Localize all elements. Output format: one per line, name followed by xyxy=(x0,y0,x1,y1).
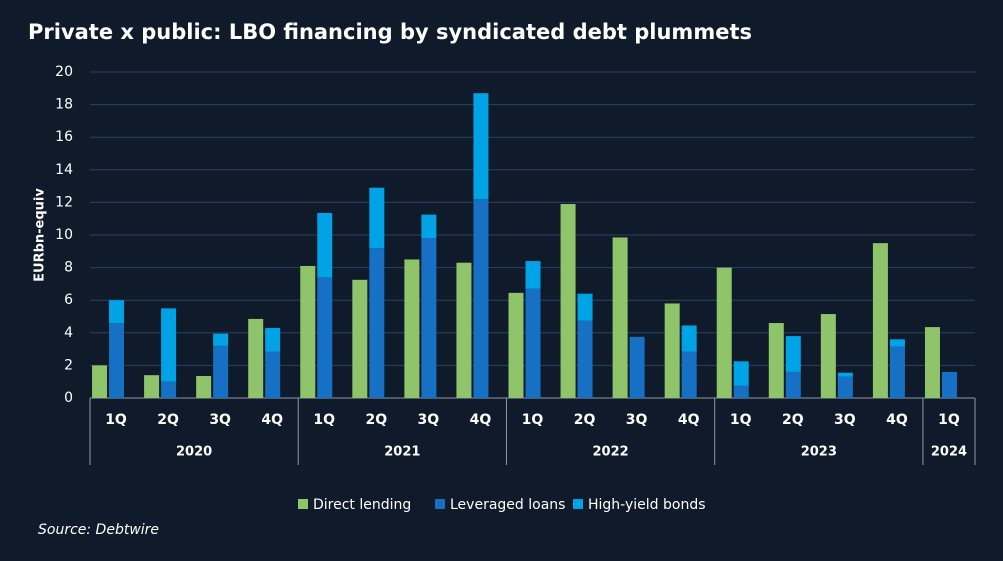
x-tick-label: 1Q xyxy=(730,412,752,428)
legend-swatch xyxy=(298,499,308,509)
x-tick-label: 3Q xyxy=(834,412,856,428)
bar xyxy=(716,267,732,398)
y-axis-label: EURbn-equiv xyxy=(33,188,48,282)
bar xyxy=(369,187,385,249)
bar xyxy=(872,243,888,398)
bar xyxy=(473,93,489,200)
x-tick-label: 4Q xyxy=(886,412,908,428)
y-tick-label: 18 xyxy=(55,97,73,113)
group-label: 2024 xyxy=(931,445,967,460)
y-tick-label: 20 xyxy=(55,64,73,80)
x-tick-label: 2Q xyxy=(782,412,804,428)
bar xyxy=(664,303,680,398)
bar xyxy=(404,259,420,398)
bar xyxy=(525,288,541,398)
bar xyxy=(456,262,472,398)
bar xyxy=(92,365,108,398)
y-tick-label: 0 xyxy=(64,390,73,406)
bar xyxy=(317,212,333,278)
chart-title: Private x public: LBO financing by syndi… xyxy=(28,20,752,44)
legend-label: Direct lending xyxy=(313,497,411,513)
x-tick-label: 1Q xyxy=(522,412,544,428)
y-tick-label: 14 xyxy=(55,162,73,178)
y-tick-label: 10 xyxy=(55,227,73,243)
bar xyxy=(144,375,160,398)
bar xyxy=(924,327,940,398)
bar xyxy=(421,214,437,239)
x-tick-label: 4Q xyxy=(470,412,492,428)
bar xyxy=(612,237,628,398)
group-label: 2020 xyxy=(176,445,212,460)
bar xyxy=(248,318,264,398)
source: Source: Debtwire xyxy=(38,522,159,538)
x-tick-label: 4Q xyxy=(261,412,283,428)
bar xyxy=(785,371,801,398)
bar xyxy=(837,372,853,377)
x-tick-label: 1Q xyxy=(938,412,960,428)
y-tick-label: 6 xyxy=(64,292,73,308)
bar xyxy=(109,323,125,398)
bar xyxy=(265,327,281,352)
y-tick-label: 8 xyxy=(64,260,73,276)
x-tick-label: 3Q xyxy=(209,412,231,428)
x-tick-label: 4Q xyxy=(678,412,700,428)
legend-swatch xyxy=(573,499,583,509)
bar xyxy=(820,314,836,398)
legend-label: Leveraged loans xyxy=(450,497,565,513)
x-tick-label: 3Q xyxy=(418,412,440,428)
y-tick-label: 16 xyxy=(55,129,73,145)
x-tick-label: 2Q xyxy=(157,412,179,428)
y-tick-label: 12 xyxy=(55,194,73,210)
group-label: 2021 xyxy=(384,445,420,460)
x-tick-label: 3Q xyxy=(626,412,648,428)
bar xyxy=(889,339,905,347)
bar xyxy=(733,385,749,398)
bar xyxy=(785,336,801,372)
y-tick-label: 2 xyxy=(64,357,73,373)
bar xyxy=(525,261,541,289)
bar xyxy=(560,204,576,398)
bar xyxy=(837,376,853,398)
group-label: 2023 xyxy=(801,445,837,460)
bar xyxy=(352,279,368,398)
bar xyxy=(317,277,333,398)
bar xyxy=(109,300,125,324)
bar xyxy=(213,333,229,346)
bar xyxy=(196,375,212,398)
legend-label: High-yield bonds xyxy=(588,497,706,513)
bar xyxy=(768,323,784,398)
bar xyxy=(300,265,316,398)
bar xyxy=(265,351,281,398)
y-tick-label: 4 xyxy=(64,325,73,341)
x-tick-label: 2Q xyxy=(574,412,596,428)
bar xyxy=(421,238,437,398)
bar xyxy=(941,371,957,398)
bar xyxy=(629,336,645,398)
bar xyxy=(577,320,593,398)
x-tick-label: 2Q xyxy=(365,412,387,428)
legend-swatch xyxy=(435,499,445,509)
bar xyxy=(508,292,524,398)
bar xyxy=(473,199,489,398)
bar xyxy=(577,293,593,321)
bar xyxy=(213,345,229,398)
bar xyxy=(733,361,749,386)
bar xyxy=(681,351,697,398)
x-tick-label: 1Q xyxy=(105,412,127,428)
bar xyxy=(681,325,697,352)
group-label: 2022 xyxy=(592,445,628,460)
bar xyxy=(161,381,177,398)
x-tick-label: 1Q xyxy=(313,412,335,428)
bar xyxy=(369,248,385,398)
bar xyxy=(889,346,905,398)
bar xyxy=(161,308,177,382)
